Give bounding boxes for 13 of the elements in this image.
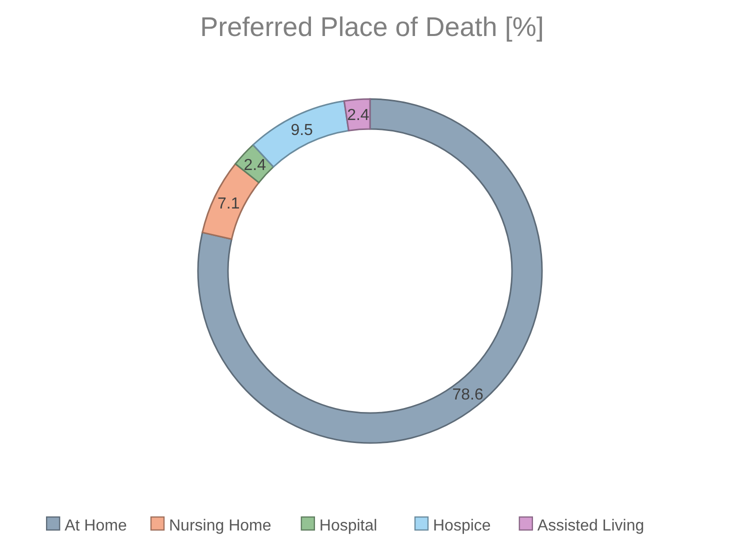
legend-label: Hospital: [319, 518, 378, 535]
legend-label: Nursing Home: [169, 518, 272, 535]
data-label: 7.1: [217, 195, 240, 212]
donut-slice: [343, 98, 371, 132]
data-label: 9.5: [290, 122, 314, 140]
data-label: 2.4: [347, 107, 370, 124]
chart-title: Preferred Place of Death [%]: [200, 12, 544, 42]
donut-slice: [197, 98, 543, 444]
legend-label: At Home: [64, 518, 127, 535]
data-label: 78.6: [452, 386, 484, 404]
data-label: 2.4: [244, 156, 266, 174]
legend-label: Hospice: [433, 518, 491, 535]
legend-label: Assisted Living: [537, 518, 644, 535]
